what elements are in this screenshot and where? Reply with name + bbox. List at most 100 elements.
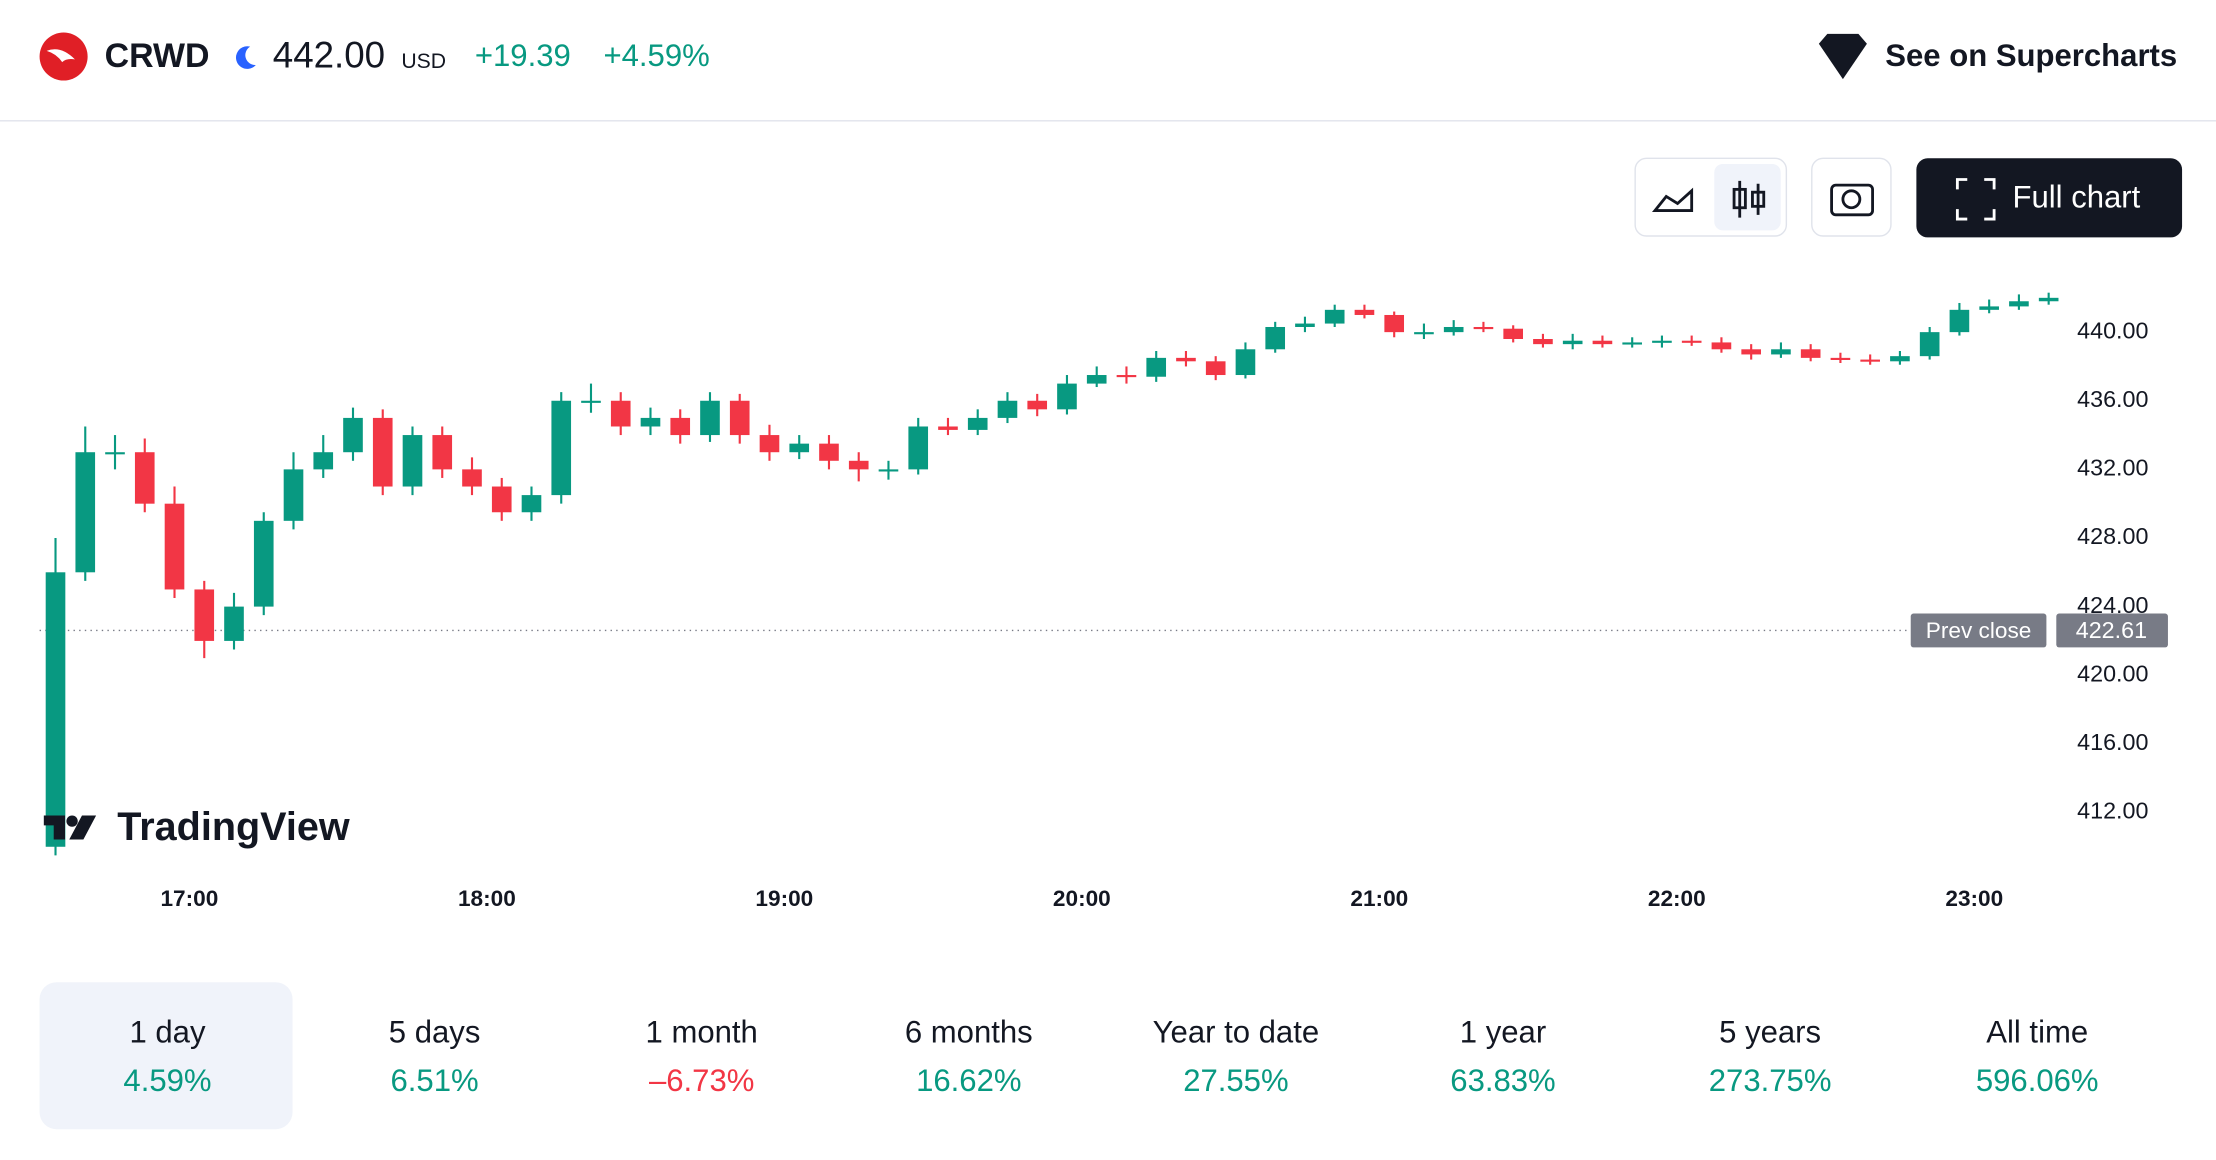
- candle-body: [1860, 359, 1880, 362]
- candle-body: [908, 426, 929, 470]
- full-chart-label[interactable]: Full chart: [2012, 179, 2140, 214]
- x-tick-label: 18:00: [458, 886, 516, 911]
- period-change[interactable]: 27.55%: [1183, 1063, 1288, 1098]
- period-change[interactable]: 63.83%: [1450, 1063, 1555, 1098]
- period-tile-selected[interactable]: [39, 982, 293, 1130]
- candle-body: [253, 520, 274, 607]
- y-tick-label: 436.00: [2077, 386, 2148, 412]
- prev-close-label: Prev close: [1926, 618, 2032, 643]
- candle-body: [1949, 309, 1970, 333]
- candle-body: [997, 400, 1018, 418]
- period-change[interactable]: 16.62%: [916, 1063, 1021, 1098]
- period-change[interactable]: –6.73%: [649, 1063, 754, 1098]
- snapshot-button[interactable]: [1811, 157, 1892, 237]
- camera-lens: [1841, 189, 1862, 210]
- candle-body: [610, 400, 631, 427]
- area-style-button[interactable]: [1651, 187, 1694, 212]
- candle-body: [1979, 306, 1999, 310]
- candle-body: [759, 435, 780, 453]
- periods: 1 day 4.59% 5 days 6.51% 1 month –6.73% 6 mont…: [39, 982, 2099, 1130]
- candle-body: [1354, 309, 1375, 315]
- candle-body: [1324, 309, 1345, 324]
- candle-body: [194, 589, 215, 641]
- plot: 412.00 416.00 420.00 424.00 428.00 432.00 436.…: [39, 292, 2168, 911]
- candle-body: [1830, 357, 1851, 360]
- candle-body: [551, 400, 572, 496]
- candle-icon: [1738, 180, 1760, 218]
- candle-body: [75, 452, 96, 573]
- candle-body: [343, 417, 363, 453]
- candle-body: [2009, 301, 2029, 307]
- y-tick-label: 420.00: [2077, 660, 2148, 686]
- x-tick-label: 20:00: [1053, 886, 1111, 911]
- change: +19.39: [475, 38, 571, 73]
- period-label[interactable]: Year to date: [1153, 1015, 1319, 1050]
- candle-body: [283, 469, 304, 521]
- period-change[interactable]: 273.75%: [1709, 1063, 1832, 1098]
- supercharts-link[interactable]: See on Supercharts: [1885, 38, 2177, 73]
- prev-close-value-badge: [2056, 613, 2168, 648]
- price: 442.00: [273, 35, 385, 76]
- candle-body: [1741, 349, 1761, 355]
- fullscreen-icon: [1955, 178, 1996, 221]
- candle-body: [670, 417, 691, 436]
- supercharts-icon[interactable]: [1818, 33, 1867, 80]
- candle-body: [848, 460, 869, 470]
- x-tick-label: 21:00: [1350, 886, 1408, 911]
- logo-bird: [46, 49, 75, 63]
- candle-body: [105, 452, 125, 455]
- symbol: CRWD: [105, 37, 210, 75]
- period-label[interactable]: 6 months: [905, 1015, 1033, 1050]
- period-change[interactable]: 4.59%: [123, 1063, 211, 1098]
- period-label[interactable]: 1 day: [129, 1015, 205, 1050]
- period-label[interactable]: 5 days: [389, 1015, 481, 1050]
- candle-body: [462, 469, 482, 487]
- candle-body: [45, 572, 66, 847]
- candle-icon-body: [1751, 190, 1766, 208]
- candle-body: [1027, 400, 1048, 410]
- candle-body: [1086, 375, 1107, 384]
- period-label[interactable]: 1 month: [646, 1015, 758, 1050]
- candle-body: [164, 503, 185, 590]
- candle-body: [1057, 383, 1077, 410]
- candle-body: [640, 417, 661, 427]
- candle-body: [1235, 349, 1256, 376]
- period-change[interactable]: 596.06%: [1976, 1063, 2099, 1098]
- x-tick-label: 17:00: [160, 886, 218, 911]
- candle-style-button[interactable]: [1714, 163, 1781, 231]
- period-label[interactable]: All time: [1986, 1015, 2088, 1050]
- candle-body: [1919, 332, 1940, 357]
- candle-body: [789, 443, 810, 453]
- candle-body: [402, 435, 423, 487]
- candle-body: [313, 452, 334, 470]
- candle-body: [1503, 328, 1524, 339]
- full-chart-button[interactable]: [1916, 158, 2183, 238]
- candle-body: [938, 426, 958, 430]
- candle-body: [1562, 340, 1583, 345]
- candle-body: [1890, 356, 1910, 362]
- candle-icon-body: [1732, 187, 1747, 210]
- currency: USD: [401, 50, 446, 73]
- candle-body: [1711, 342, 1732, 350]
- period-change[interactable]: 6.51%: [391, 1063, 479, 1098]
- candle-body: [1116, 375, 1137, 378]
- y-tick-label: 432.00: [2077, 455, 2148, 481]
- period-label[interactable]: 1 year: [1460, 1015, 1546, 1050]
- y-tick-label: 416.00: [2077, 729, 2148, 755]
- period-label[interactable]: 5 years: [1719, 1015, 1821, 1050]
- candle-body: [729, 400, 750, 436]
- candle-body: [224, 606, 244, 641]
- candle-body: [372, 417, 393, 487]
- prev-close-value: 422.61: [2076, 617, 2147, 643]
- candle-body: [819, 443, 839, 461]
- x-tick-label: 23:00: [1945, 886, 2003, 911]
- candle-body: [700, 400, 720, 436]
- camera-icon: [1830, 183, 1874, 217]
- candle-body: [1652, 340, 1672, 343]
- brand-icon: [43, 815, 97, 840]
- candle-body: [1295, 323, 1315, 327]
- candle-body: [967, 417, 988, 430]
- y-tick-label: 440.00: [2077, 317, 2148, 343]
